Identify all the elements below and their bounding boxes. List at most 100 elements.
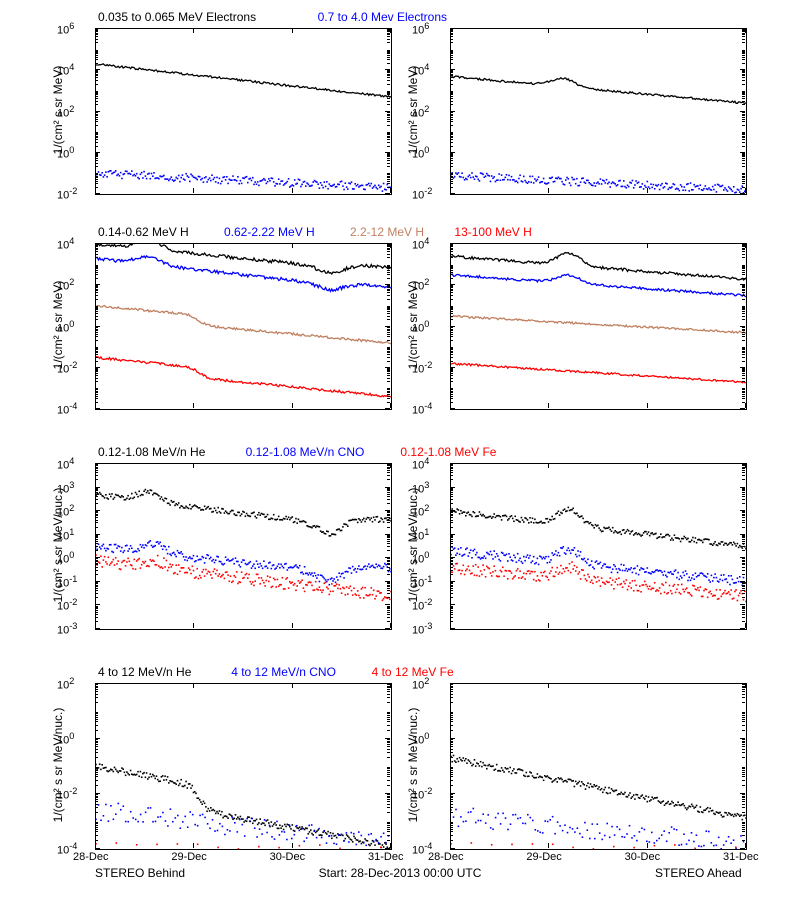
series-title: 0.12-1.08 MeV/n He	[98, 445, 205, 459]
y-minor-tick	[450, 583, 453, 584]
y-tick: 10-2	[57, 597, 77, 613]
y-minor-tick	[95, 770, 98, 771]
y-minor-tick-r	[742, 585, 745, 586]
x-tick	[647, 403, 648, 408]
y-minor-tick-r	[387, 134, 390, 135]
y-minor-tick-r	[387, 560, 390, 561]
y-minor-tick-r	[742, 799, 745, 800]
y-minor-tick-r	[742, 177, 745, 178]
y-minor-tick	[95, 840, 98, 841]
y-minor-tick-r	[742, 749, 745, 750]
y-minor-tick	[95, 299, 98, 300]
chart-panel	[95, 463, 392, 630]
x-tick-top	[745, 243, 746, 248]
y-minor-tick	[95, 154, 98, 155]
y-minor-tick	[450, 173, 453, 174]
x-tick-label: 31-Dec	[723, 851, 758, 863]
y-minor-tick-r	[742, 829, 745, 830]
y-minor-tick	[450, 470, 453, 471]
y-minor-tick-r	[742, 84, 745, 85]
x-tick-top	[95, 683, 96, 688]
y-tick: 101	[57, 527, 74, 543]
y-minor-tick-r	[387, 503, 390, 504]
y-tick-mark-right	[385, 408, 390, 409]
y-minor-tick	[450, 329, 453, 330]
y-minor-tick-r	[387, 511, 390, 512]
y-minor-tick	[450, 266, 453, 267]
y-minor-tick-r	[742, 583, 745, 584]
y-minor-tick-r	[387, 292, 390, 293]
y-minor-tick-r	[742, 391, 745, 392]
y-minor-tick-r	[387, 63, 390, 64]
y-minor-tick-r	[387, 50, 390, 51]
y-axis-label: 1/(cm² s sr MeV/nuc.)	[406, 695, 420, 835]
y-minor-tick-r	[387, 349, 390, 350]
y-tick-mark	[95, 848, 100, 849]
y-minor-tick-r	[742, 543, 745, 544]
y-minor-tick-r	[387, 535, 390, 536]
y-minor-tick	[95, 488, 98, 489]
y-minor-tick-r	[387, 295, 390, 296]
series-svg	[96, 29, 391, 194]
y-minor-tick-r	[387, 717, 390, 718]
y-minor-tick	[450, 797, 453, 798]
y-minor-tick	[95, 561, 98, 562]
x-tick-top	[745, 463, 746, 468]
y-minor-tick-r	[742, 593, 745, 594]
y-minor-tick	[450, 515, 453, 516]
y-minor-tick-r	[387, 326, 390, 327]
x-tick-top	[647, 683, 648, 688]
y-minor-tick-r	[387, 570, 390, 571]
y-minor-tick	[450, 348, 453, 349]
y-minor-tick	[95, 348, 98, 349]
y-minor-tick-r	[742, 134, 745, 135]
y-minor-tick-r	[742, 715, 745, 716]
y-minor-tick	[95, 329, 98, 330]
y-minor-tick-r	[387, 392, 390, 393]
y-minor-tick-r	[742, 739, 745, 740]
y-minor-tick-r	[742, 840, 745, 841]
y-minor-tick-r	[742, 75, 745, 76]
y-minor-tick	[95, 583, 98, 584]
y-minor-tick	[450, 512, 453, 513]
y-minor-tick	[450, 499, 453, 500]
x-tick-top	[292, 683, 293, 688]
y-minor-tick	[450, 84, 453, 85]
y-minor-tick-r	[387, 329, 390, 330]
y-minor-tick-r	[387, 121, 390, 122]
y-minor-tick	[95, 608, 98, 609]
y-tick: 10-1	[412, 574, 432, 590]
y-minor-tick-r	[387, 71, 390, 72]
y-minor-tick-r	[387, 582, 390, 583]
y-tick: 100	[412, 145, 429, 161]
y-minor-tick	[95, 796, 98, 797]
y-minor-tick	[450, 177, 453, 178]
x-tick-top	[647, 463, 648, 468]
y-minor-tick	[95, 389, 98, 390]
y-minor-tick-r	[742, 541, 745, 542]
y-minor-tick	[450, 39, 453, 40]
y-tick: 106	[412, 21, 429, 37]
series-line	[451, 274, 746, 297]
y-minor-tick-r	[742, 146, 745, 147]
series-line	[96, 256, 391, 292]
y-minor-tick	[450, 98, 453, 99]
y-minor-tick	[95, 746, 98, 747]
y-minor-tick-r	[742, 586, 745, 587]
y-minor-tick-r	[742, 517, 745, 518]
y-minor-tick	[450, 840, 453, 841]
y-minor-tick-r	[742, 327, 745, 328]
y-minor-tick	[95, 181, 98, 182]
y-minor-tick-r	[742, 742, 745, 743]
y-minor-tick	[450, 472, 453, 473]
y-minor-tick-r	[387, 607, 390, 608]
y-minor-tick-r	[387, 725, 390, 726]
y-minor-tick	[450, 488, 453, 489]
y-minor-tick-r	[742, 370, 745, 371]
y-minor-tick-r	[387, 608, 390, 609]
x-tick-top	[95, 28, 96, 33]
y-minor-tick	[450, 739, 453, 740]
y-minor-tick	[95, 767, 98, 768]
y-minor-tick-r	[387, 796, 390, 797]
y-minor-tick-r	[742, 496, 745, 497]
